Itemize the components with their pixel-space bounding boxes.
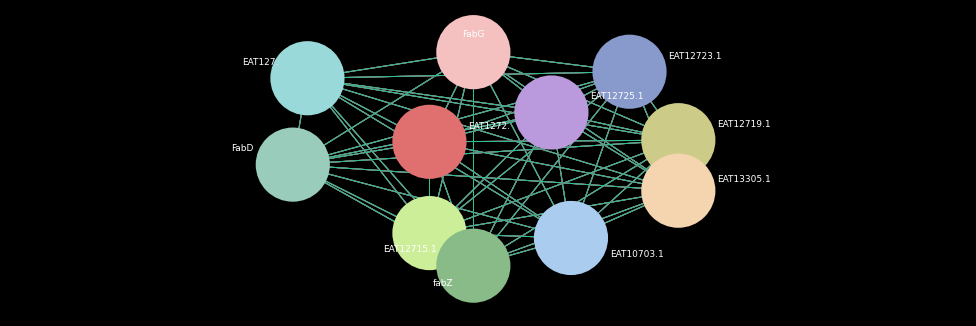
Text: EAT127.: EAT127. [242,58,278,67]
Text: FabD: FabD [231,144,254,154]
Ellipse shape [592,35,667,109]
Ellipse shape [436,229,510,303]
Text: EAT1272.: EAT1272. [468,122,510,131]
Ellipse shape [514,75,589,150]
Text: EAT10703.1: EAT10703.1 [610,250,664,259]
Text: EAT12719.1: EAT12719.1 [717,120,771,129]
Ellipse shape [641,103,715,177]
Text: EAT12725.1: EAT12725.1 [590,92,644,101]
Ellipse shape [641,154,715,228]
Ellipse shape [392,196,467,270]
Ellipse shape [436,15,510,89]
Ellipse shape [534,201,608,275]
Text: fabZ: fabZ [433,279,454,288]
Text: EAT12723.1: EAT12723.1 [669,52,722,61]
Ellipse shape [270,41,345,115]
Ellipse shape [392,105,467,179]
Text: EAT12715.1: EAT12715.1 [384,245,436,254]
Text: FabG: FabG [462,30,485,39]
Ellipse shape [256,127,330,202]
Text: EAT13305.1: EAT13305.1 [717,175,771,184]
